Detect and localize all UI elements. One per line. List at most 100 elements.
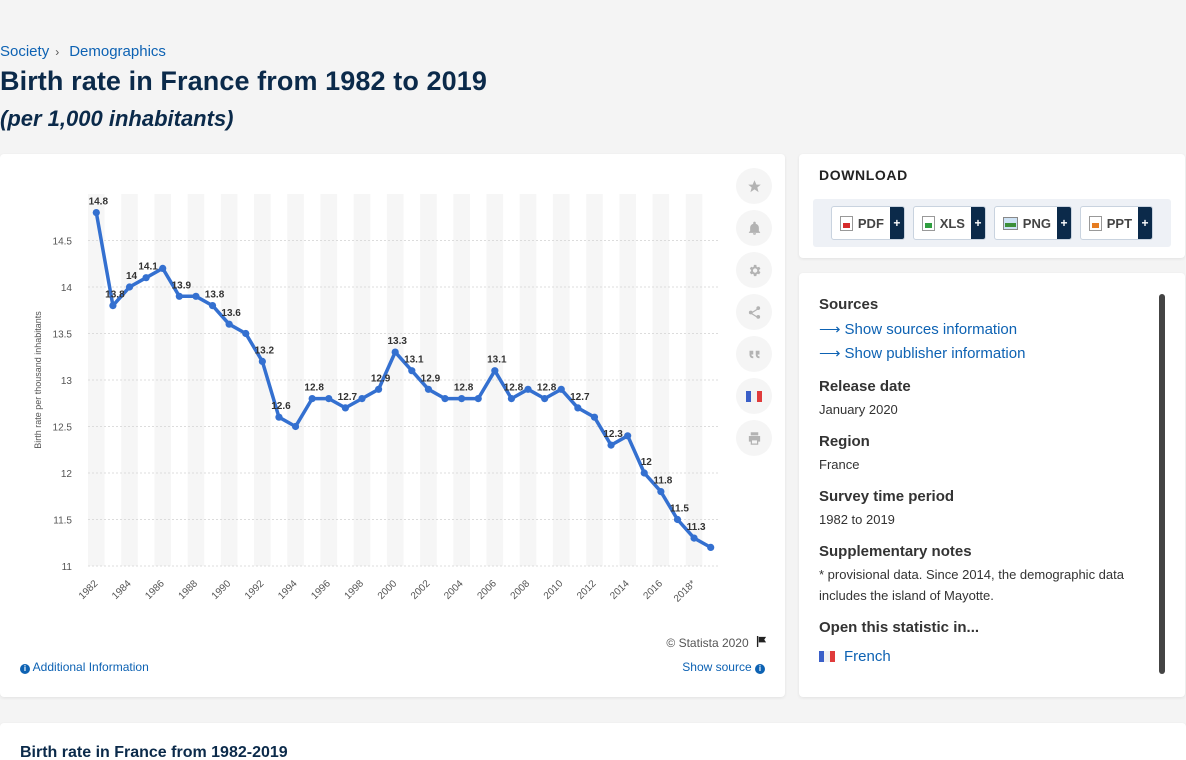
y-tick-label: 14.5 bbox=[53, 237, 73, 248]
gear-icon[interactable] bbox=[736, 252, 772, 288]
plus-icon: + bbox=[889, 207, 904, 239]
x-tick-label: 1982 bbox=[77, 578, 101, 602]
data-label: 14.8 bbox=[89, 197, 109, 208]
png-icon bbox=[1002, 216, 1018, 230]
column-band bbox=[287, 194, 304, 566]
pdf-icon bbox=[839, 215, 853, 231]
breadcrumb-demographics[interactable]: Demographics bbox=[69, 43, 166, 60]
data-label: 12.7 bbox=[570, 392, 590, 403]
release-date-heading: Release date bbox=[819, 378, 911, 395]
france-flag-icon bbox=[819, 651, 835, 662]
data-point bbox=[690, 534, 698, 542]
page-title: Birth rate in France from 1982 to 2019 bbox=[0, 66, 487, 96]
x-tick-label: 1994 bbox=[276, 578, 300, 602]
breadcrumb-separator: › bbox=[55, 44, 60, 59]
data-label: 13.3 bbox=[387, 336, 407, 347]
x-tick-label: 1988 bbox=[177, 578, 201, 602]
x-tick-label: 2004 bbox=[442, 578, 466, 602]
additional-information-link[interactable]: i Additional Information bbox=[20, 660, 149, 674]
data-label: 13.1 bbox=[487, 355, 507, 366]
data-label: 12.8 bbox=[537, 383, 557, 394]
breadcrumb-society[interactable]: Society bbox=[0, 43, 50, 60]
data-label: 13.2 bbox=[255, 345, 275, 356]
data-label: 11.8 bbox=[653, 476, 672, 487]
y-tick-label: 11 bbox=[62, 562, 73, 573]
x-tick-label: 2018* bbox=[672, 578, 698, 604]
data-point bbox=[92, 209, 100, 217]
data-point bbox=[341, 404, 349, 412]
y-tick-label: 13 bbox=[61, 376, 73, 387]
show-sources-link[interactable]: ⟶ Show sources information bbox=[819, 320, 1017, 339]
data-point bbox=[325, 395, 333, 403]
open-in-french-link[interactable]: French bbox=[819, 648, 891, 665]
data-label: 11.5 bbox=[670, 504, 689, 515]
data-point bbox=[673, 515, 682, 524]
download-pdf-button[interactable]: PDF + bbox=[830, 206, 905, 240]
sources-scrollbar[interactable] bbox=[1159, 294, 1165, 674]
data-point bbox=[590, 413, 599, 421]
data-point bbox=[208, 302, 217, 310]
data-label: 13.8 bbox=[205, 290, 225, 301]
data-point bbox=[358, 395, 366, 403]
supplementary-notes-value: * provisional data. Since 2014, the demo… bbox=[819, 567, 1124, 603]
data-label: 12.8 bbox=[504, 383, 524, 394]
print-icon[interactable] bbox=[736, 420, 772, 456]
data-point bbox=[707, 543, 715, 551]
share-icon[interactable] bbox=[736, 294, 772, 330]
download-card: DOWNLOAD PDF + XLS + PNG + PPT + bbox=[799, 154, 1185, 258]
data-label: 11.3 bbox=[687, 522, 706, 533]
show-publisher-link[interactable]: ⟶ Show publisher information bbox=[819, 344, 1025, 363]
data-point bbox=[491, 367, 499, 375]
survey-period-heading: Survey time period bbox=[819, 488, 955, 505]
x-tick-label: 2000 bbox=[376, 578, 400, 602]
supplementary-notes-heading: Supplementary notes bbox=[819, 543, 972, 560]
star-icon[interactable] bbox=[736, 168, 772, 204]
plus-icon: + bbox=[1056, 207, 1071, 239]
ppt-icon bbox=[1088, 215, 1102, 231]
data-point bbox=[391, 348, 399, 356]
data-point bbox=[607, 441, 615, 449]
png-label: PNG bbox=[1022, 215, 1051, 231]
data-label: 12.6 bbox=[271, 401, 291, 412]
x-tick-label: 2010 bbox=[542, 578, 566, 602]
y-tick-label: 14 bbox=[61, 283, 73, 294]
flag-icon bbox=[756, 636, 767, 650]
release-date-value: January 2020 bbox=[819, 402, 898, 417]
data-point bbox=[142, 274, 150, 282]
description-card: Birth rate in France from 1982-2019 bbox=[0, 723, 1186, 760]
data-label: 13.6 bbox=[221, 308, 241, 319]
column-band bbox=[386, 194, 404, 566]
data-label: 12.9 bbox=[421, 373, 441, 384]
show-source-link[interactable]: Show source i bbox=[682, 660, 765, 674]
download-png-button[interactable]: PNG + bbox=[993, 206, 1072, 240]
x-tick-label: 2012 bbox=[575, 578, 599, 602]
quote-icon[interactable] bbox=[736, 336, 772, 372]
france-flag-icon[interactable] bbox=[736, 378, 772, 414]
bell-icon[interactable] bbox=[736, 210, 772, 246]
x-tick-label: 2002 bbox=[409, 578, 433, 602]
y-tick-label: 12.5 bbox=[53, 423, 73, 434]
data-point bbox=[524, 385, 532, 393]
download-ppt-button[interactable]: PPT + bbox=[1079, 206, 1154, 240]
data-label: 12.9 bbox=[371, 373, 391, 384]
data-point bbox=[291, 422, 300, 431]
x-tick-label: 1992 bbox=[243, 578, 267, 602]
arrow-right-icon: ⟶ bbox=[819, 321, 841, 338]
chart-card: 11 11.5 12 12.5 13 13.5 14 14.5 Birth rate per t… bbox=[0, 154, 785, 697]
data-point bbox=[408, 367, 416, 375]
pdf-label: PDF bbox=[857, 215, 884, 231]
sources-card: Sources ⟶ Show sources information ⟶ Sho… bbox=[799, 273, 1185, 697]
x-tick-label: 1998 bbox=[343, 578, 367, 602]
data-point bbox=[640, 469, 648, 477]
statista-copyright[interactable]: © Statista 2020 bbox=[666, 636, 767, 650]
download-xls-button[interactable]: XLS + bbox=[912, 206, 986, 240]
data-label: 14.1 bbox=[138, 262, 158, 273]
data-point bbox=[242, 329, 250, 338]
ppt-label: PPT bbox=[1106, 215, 1133, 231]
data-point bbox=[474, 395, 482, 403]
page-subtitle: (per 1,000 inhabitants) bbox=[0, 106, 234, 131]
data-point bbox=[507, 395, 516, 403]
plus-icon: + bbox=[1138, 207, 1153, 239]
xls-icon bbox=[921, 215, 935, 231]
